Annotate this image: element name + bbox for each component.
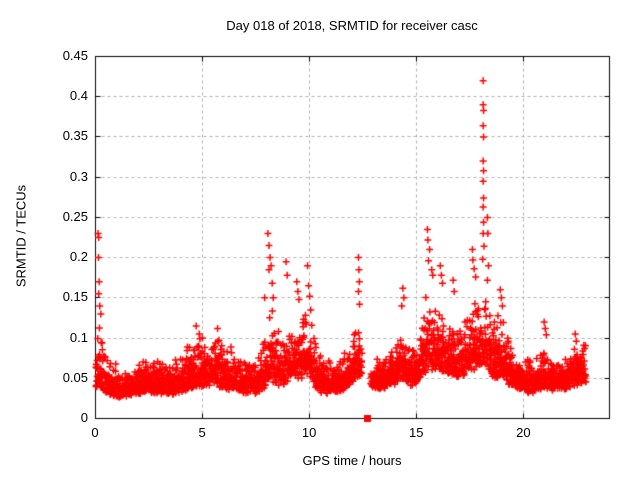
y-tick-label: 0 xyxy=(80,410,88,425)
y-tick-label: 0.05 xyxy=(62,369,88,385)
y-tick-label: 0.45 xyxy=(62,48,88,63)
x-tick-label: 10 xyxy=(301,425,317,440)
y-tick-label: 0.15 xyxy=(62,289,88,305)
x-tick-label: 0 xyxy=(91,425,99,440)
y-tick-label: 0.3 xyxy=(69,168,88,184)
x-tick-label: 20 xyxy=(516,425,531,440)
y-tick-label: 0.35 xyxy=(62,128,88,144)
x-tick-label: 5 xyxy=(198,425,206,440)
x-axis-label: GPS time / hours xyxy=(302,453,402,468)
y-tick-label: 0.4 xyxy=(69,88,88,104)
x-tick-label: 15 xyxy=(409,425,424,440)
y-tick-label: 0.2 xyxy=(69,249,88,265)
y-tick-label: 0.1 xyxy=(69,329,88,345)
y-tick-label: 0.25 xyxy=(62,208,88,224)
